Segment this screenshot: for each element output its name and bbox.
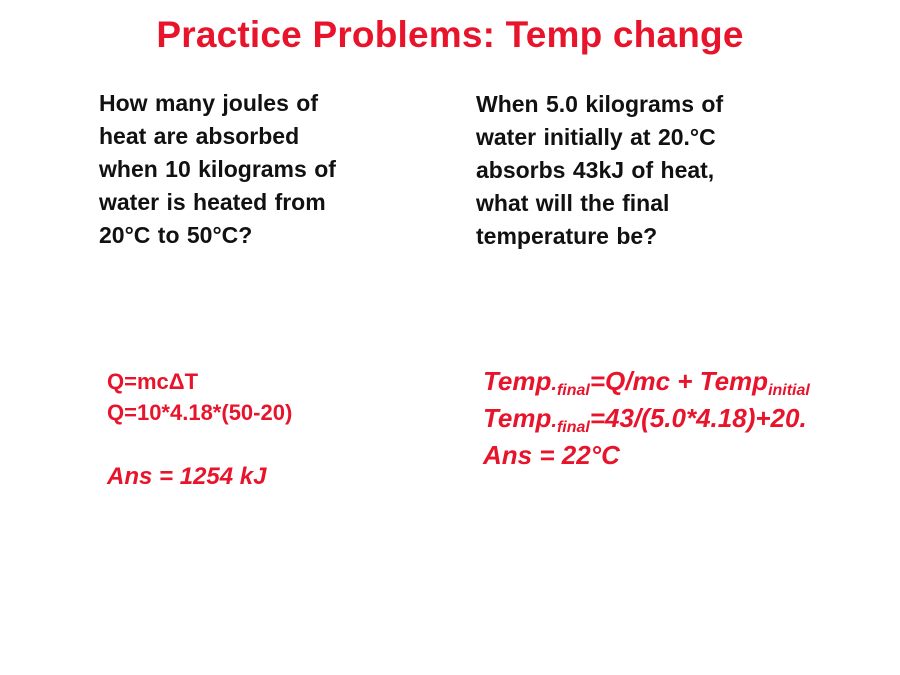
formula-left: Q=mcΔT — [107, 369, 199, 394]
formula-rhs: =Q/mc + Temp — [589, 366, 769, 396]
formula-right: Temp.final=Q/mc + Tempinitial — [483, 364, 810, 401]
question-right: When 5.0 kilograms of water initially at… — [476, 88, 781, 253]
slide-title: Practice Problems: Temp change — [156, 14, 744, 55]
answer-right: Ans = 22°C — [483, 440, 620, 470]
question-left-line: How many joules of — [99, 90, 318, 116]
question-right-line: temperature be? — [476, 223, 658, 249]
substitution-lhs-dot: . — [551, 410, 557, 432]
question-left: How many joules of heat are absorbed whe… — [99, 87, 399, 252]
question-left-line: when 10 kilograms of — [99, 156, 336, 182]
formula-lhs-base: Temp — [483, 366, 552, 396]
solution-left: Q=mcΔT Q=10*4.18*(50-20) Ans = 1254 kJ — [107, 366, 292, 495]
substitution-lhs-base: Temp — [483, 403, 552, 433]
question-left-line: 20°C to 50°C? — [99, 222, 253, 248]
formula-rhs-subscript: initial — [768, 382, 810, 399]
substitution-left: Q=10*4.18*(50-20) — [107, 400, 293, 425]
question-right-line: When 5.0 kilograms of — [476, 91, 724, 117]
question-right-line: what will the final — [476, 190, 670, 216]
substitution-lhs-subscript: final — [556, 419, 590, 436]
question-left-line: water is heated from — [99, 189, 326, 215]
question-right-line: water initially at 20.°C — [476, 124, 716, 150]
formula-lhs-subscript: final — [556, 382, 590, 399]
substitution-rhs: =43/(5.0*4.18)+20. — [589, 403, 807, 433]
answer-left: Ans = 1254 kJ — [107, 463, 267, 490]
substitution-right: Temp.final=43/(5.0*4.18)+20. — [483, 401, 810, 438]
question-right-line: absorbs 43kJ of heat, — [476, 157, 715, 183]
question-left-line: heat are absorbed — [99, 123, 300, 149]
formula-lhs-dot: . — [551, 373, 557, 395]
solution-right: Temp.final=Q/mc + Tempinitial Temp.final… — [483, 364, 810, 472]
spacer — [107, 428, 292, 459]
